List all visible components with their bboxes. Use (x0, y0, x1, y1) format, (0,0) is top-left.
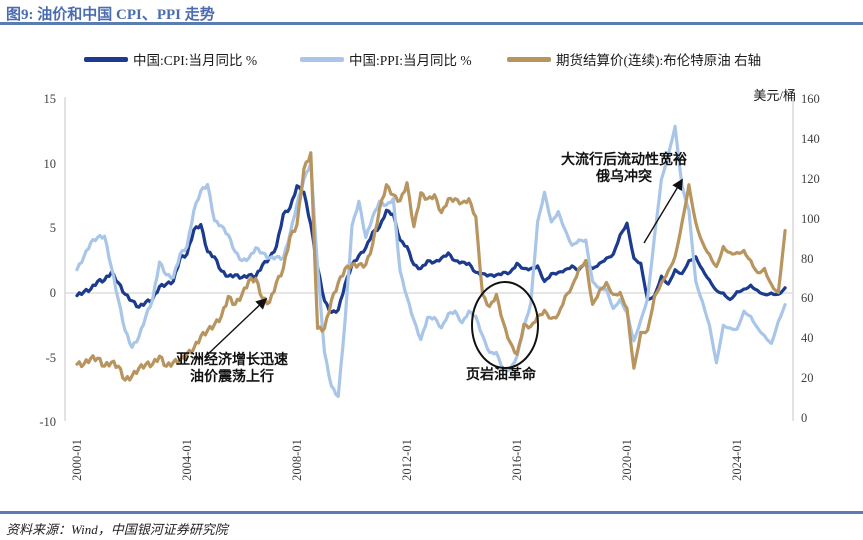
right-axis-tick-100: 100 (801, 211, 820, 226)
right-axis-tick-20: 20 (801, 371, 814, 386)
brent-line-swatch (507, 56, 551, 62)
title-divider (0, 22, 863, 25)
pandemic-annotation-arrow (643, 178, 683, 244)
annotation-asia-line1: 亚洲经济增长迅速 (176, 353, 288, 368)
x-axis-tick-2012: 2012-01 (400, 439, 414, 481)
left-axis-tick-10: 10 (43, 156, 57, 171)
right-axis-tick-60: 60 (801, 291, 814, 306)
source-text: 资料来源：Wind，中国银河证券研究院 (6, 522, 228, 537)
right-axis-tick-80: 80 (801, 251, 814, 266)
annotation-pandemic-line2: 俄乌冲突 (596, 170, 652, 185)
left-axis-tick--10: -10 (39, 415, 56, 430)
legend-item-brent: 期货结算价(连续):布伦特原油 右轴 (507, 51, 762, 68)
x-axis-tick-2008: 2008-01 (290, 439, 304, 481)
annotation-pandemic-liquidity: 大流行后流动性宽裕 俄乌冲突 (561, 152, 687, 186)
series-line-brent (75, 151, 787, 382)
right-axis-tick-0: 0 (801, 411, 808, 425)
series-line-cpi (75, 184, 787, 314)
legend-item-cpi: 中国:CPI:当月同比 % (84, 51, 258, 68)
legend-label-cpi: 中国:CPI:当月同比 % (133, 53, 258, 68)
shale-oil-highlight-ellipse (471, 281, 539, 369)
x-axis-tick-2000: 2000-01 (70, 439, 84, 481)
annotation-asia-growth: 亚洲经济增长迅速 油价震荡上行 (176, 352, 288, 386)
right-axis-tick-140: 140 (801, 131, 820, 146)
legend-label-ppi: 中国:PPI:当月同比 % (349, 53, 472, 68)
footer-divider (0, 511, 863, 514)
cpi-line-swatch (84, 56, 128, 62)
ppi-line-swatch (300, 56, 344, 62)
x-axis-tick-2016: 2016-01 (510, 439, 524, 481)
legend-item-ppi: 中国:PPI:当月同比 % (300, 51, 472, 68)
left-axis-tick--5: -5 (45, 350, 56, 365)
x-axis-tick-2004: 2004-01 (180, 439, 194, 481)
right-axis-unit-label: 美元/桶 (753, 88, 796, 103)
right-axis-tick-160: 160 (801, 92, 820, 106)
annotation-pandemic-line1: 大流行后流动性宽裕 (561, 153, 687, 168)
asia-annotation-arrow (206, 297, 268, 356)
x-axis-tick-2020: 2020-01 (620, 439, 634, 481)
right-axis-tick-120: 120 (801, 171, 820, 186)
x-axis-tick-2024: 2024-01 (730, 439, 744, 481)
series-layer (75, 124, 787, 398)
series-line-ppi (75, 124, 787, 398)
left-axis-tick-0: 0 (49, 286, 56, 300)
left-axis-tick-15: 15 (43, 92, 57, 107)
figure-title: 图9: 油价和中国 CPI、PPI 走势 (6, 7, 215, 23)
legend-label-brent: 期货结算价(连续):布伦特原油 右轴 (556, 53, 762, 68)
annotation-shale-oil: 页岩油革命 (466, 368, 536, 383)
left-axis-tick-5: 5 (49, 221, 56, 236)
right-axis-tick-40: 40 (801, 331, 814, 346)
annotation-asia-line2: 油价震荡上行 (190, 370, 274, 385)
